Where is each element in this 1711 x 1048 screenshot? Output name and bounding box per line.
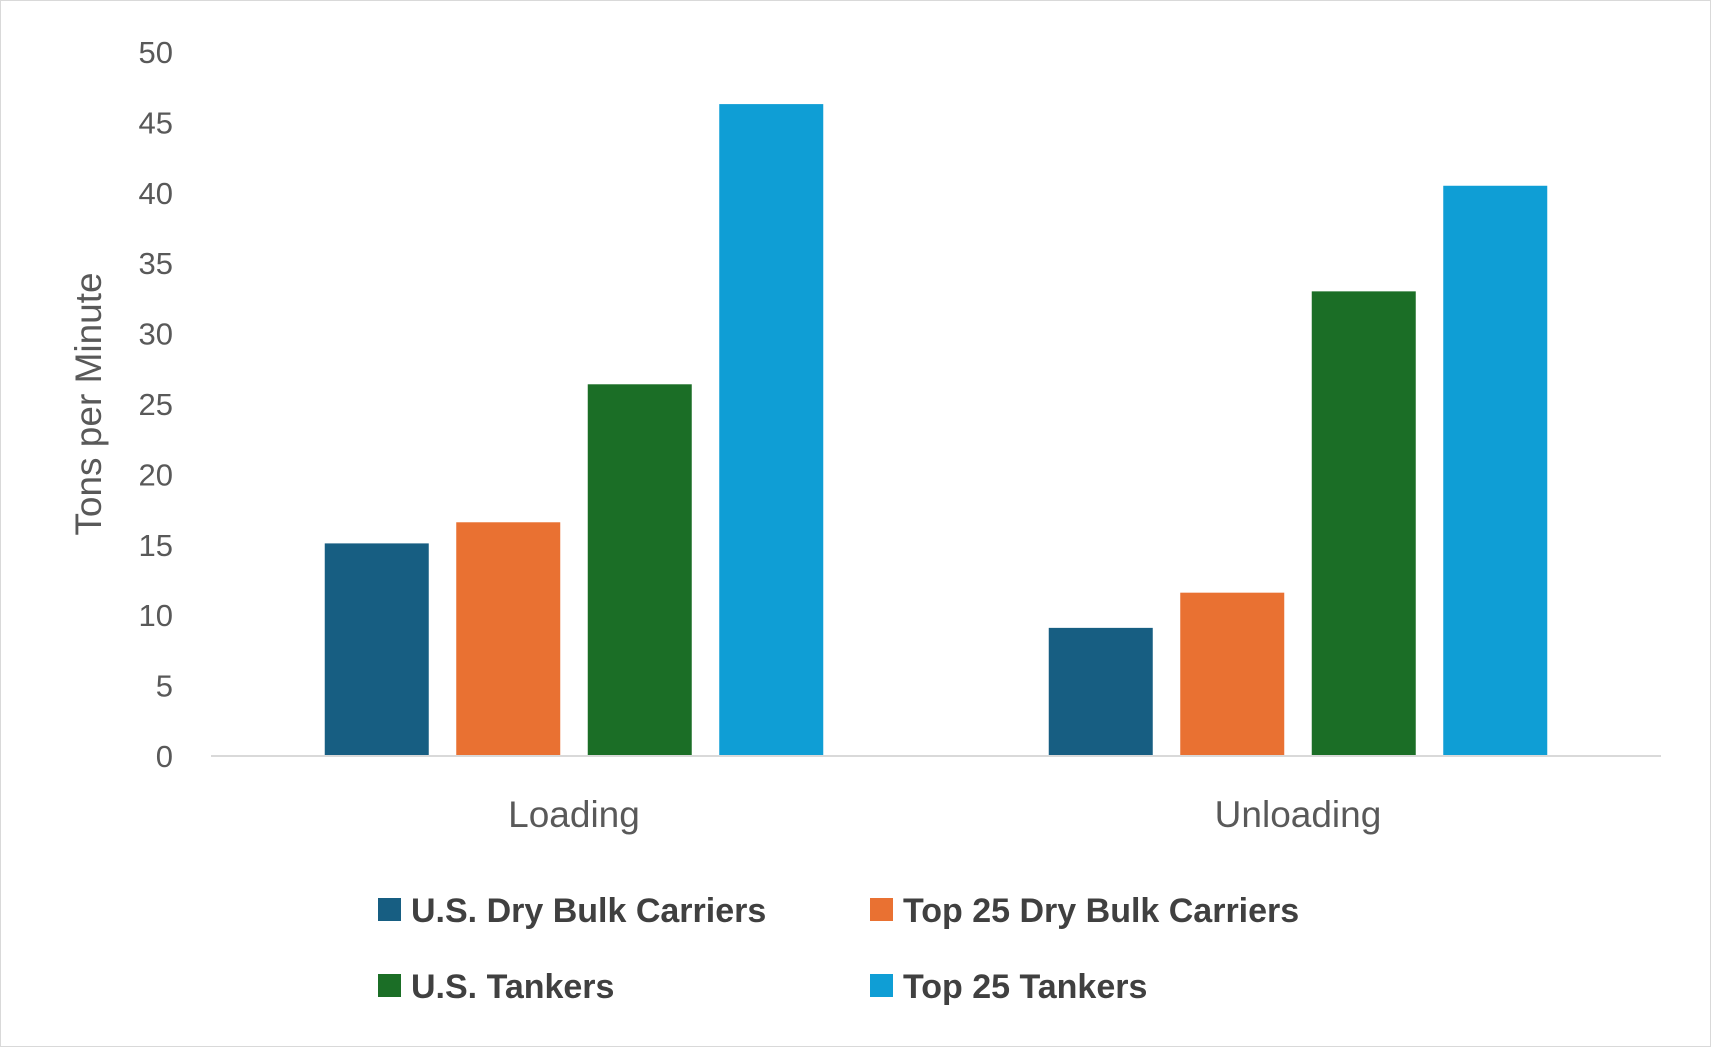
y-tick-label: 5 bbox=[156, 669, 173, 704]
legend: U.S. Dry Bulk Carriers Top 25 Dry Bulk Ca… bbox=[378, 892, 1299, 1006]
y-axis-title: Tons per Minute bbox=[68, 272, 109, 535]
y-tick-label: 40 bbox=[139, 176, 173, 211]
legend-swatch bbox=[870, 974, 893, 997]
bar bbox=[1180, 592, 1285, 756]
bar bbox=[456, 522, 561, 756]
legend-swatch bbox=[378, 898, 401, 921]
legend-label: U.S. Dry Bulk Carriers bbox=[411, 892, 766, 930]
x-axis-category-labels: Loading Unloading bbox=[508, 794, 1381, 835]
legend-label: Top 25 Dry Bulk Carriers bbox=[903, 892, 1299, 930]
bar bbox=[1311, 291, 1416, 756]
y-tick-label: 45 bbox=[139, 105, 173, 140]
legend-label: U.S. Tankers bbox=[411, 968, 614, 1006]
legend-label: Top 25 Tankers bbox=[903, 968, 1147, 1006]
y-tick-label: 30 bbox=[139, 317, 173, 352]
bars bbox=[324, 104, 1548, 756]
legend-swatch bbox=[870, 898, 893, 921]
y-tick-label: 50 bbox=[139, 35, 173, 70]
bar bbox=[1443, 185, 1548, 756]
y-tick-label: 10 bbox=[139, 598, 173, 633]
bar bbox=[587, 384, 692, 756]
bar bbox=[719, 104, 824, 756]
y-tick-label: 25 bbox=[139, 387, 173, 422]
y-tick-label: 35 bbox=[139, 246, 173, 281]
bar bbox=[324, 543, 429, 756]
y-tick-label: 15 bbox=[139, 528, 173, 563]
x-category-label: Unloading bbox=[1215, 794, 1382, 835]
y-tick-label: 0 bbox=[156, 739, 173, 774]
y-axis-tick-labels: 0 5 10 15 20 25 30 35 40 45 50 bbox=[139, 35, 173, 774]
x-category-label: Loading bbox=[508, 794, 640, 835]
bar bbox=[1048, 627, 1153, 756]
legend-swatch bbox=[378, 974, 401, 997]
y-tick-label: 20 bbox=[139, 457, 173, 492]
